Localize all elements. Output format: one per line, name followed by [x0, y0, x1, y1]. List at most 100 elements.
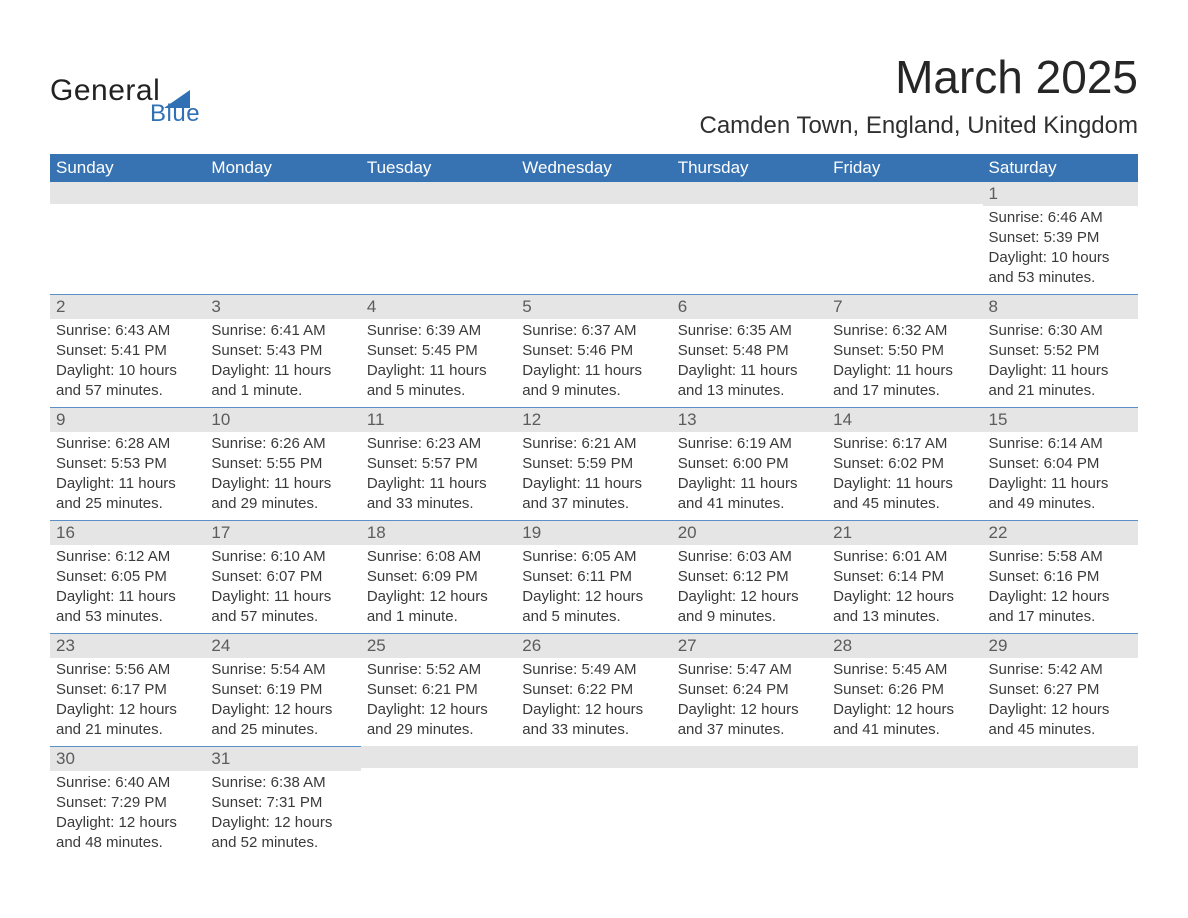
day-number: 20 — [672, 521, 827, 545]
calendar-empty-cell — [672, 182, 827, 294]
calendar-day-cell: 28Sunrise: 5:45 AMSunset: 6:26 PMDayligh… — [827, 633, 982, 746]
daylight-line: Daylight: 11 hours and 13 minutes. — [678, 361, 821, 401]
daylight-line: Daylight: 11 hours and 17 minutes. — [833, 361, 976, 401]
calendar-day-cell: 31Sunrise: 6:38 AMSunset: 7:31 PMDayligh… — [205, 746, 360, 859]
day-number: 26 — [516, 634, 671, 658]
day-number: 29 — [983, 634, 1138, 658]
sunrise-line: Sunrise: 6:37 AM — [522, 321, 665, 341]
calendar-week-row: 9Sunrise: 6:28 AMSunset: 5:53 PMDaylight… — [50, 407, 1138, 520]
day-details: Sunrise: 6:32 AMSunset: 5:50 PMDaylight:… — [827, 319, 982, 407]
col-saturday: Saturday — [983, 154, 1138, 182]
calendar-empty-cell — [516, 182, 671, 294]
location-text: Camden Town, England, United Kingdom — [700, 112, 1139, 140]
calendar-day-cell: 8Sunrise: 6:30 AMSunset: 5:52 PMDaylight… — [983, 294, 1138, 407]
sunrise-line: Sunrise: 6:10 AM — [211, 547, 354, 567]
calendar-empty-cell — [361, 746, 516, 859]
calendar-day-cell: 21Sunrise: 6:01 AMSunset: 6:14 PMDayligh… — [827, 520, 982, 633]
day-number — [361, 182, 516, 204]
daylight-line: Daylight: 11 hours and 45 minutes. — [833, 474, 976, 514]
day-details: Sunrise: 6:28 AMSunset: 5:53 PMDaylight:… — [50, 432, 205, 520]
sunset-line: Sunset: 6:24 PM — [678, 680, 821, 700]
calendar-day-cell: 9Sunrise: 6:28 AMSunset: 5:53 PMDaylight… — [50, 407, 205, 520]
day-number: 1 — [983, 182, 1138, 206]
sunset-line: Sunset: 5:48 PM — [678, 341, 821, 361]
sunrise-line: Sunrise: 6:40 AM — [56, 773, 199, 793]
day-number: 25 — [361, 634, 516, 658]
day-number: 31 — [205, 747, 360, 771]
sunrise-line: Sunrise: 5:47 AM — [678, 660, 821, 680]
calendar-day-cell: 30Sunrise: 6:40 AMSunset: 7:29 PMDayligh… — [50, 746, 205, 859]
day-number: 3 — [205, 295, 360, 319]
sunrise-line: Sunrise: 6:05 AM — [522, 547, 665, 567]
day-number: 8 — [983, 295, 1138, 319]
sunrise-line: Sunrise: 5:52 AM — [367, 660, 510, 680]
calendar-empty-cell — [50, 182, 205, 294]
daylight-line: Daylight: 12 hours and 33 minutes. — [522, 700, 665, 740]
day-number: 14 — [827, 408, 982, 432]
col-sunday: Sunday — [50, 154, 205, 182]
day-details — [361, 204, 516, 212]
day-number: 15 — [983, 408, 1138, 432]
calendar-header-row: Sunday Monday Tuesday Wednesday Thursday… — [50, 154, 1138, 182]
day-number: 28 — [827, 634, 982, 658]
calendar-day-cell: 23Sunrise: 5:56 AMSunset: 6:17 PMDayligh… — [50, 633, 205, 746]
day-details: Sunrise: 6:19 AMSunset: 6:00 PMDaylight:… — [672, 432, 827, 520]
col-wednesday: Wednesday — [516, 154, 671, 182]
day-number — [983, 746, 1138, 768]
sunset-line: Sunset: 6:04 PM — [989, 454, 1132, 474]
daylight-line: Daylight: 11 hours and 41 minutes. — [678, 474, 821, 514]
day-details: Sunrise: 6:41 AMSunset: 5:43 PMDaylight:… — [205, 319, 360, 407]
sunrise-line: Sunrise: 6:17 AM — [833, 434, 976, 454]
sunrise-line: Sunrise: 6:26 AM — [211, 434, 354, 454]
day-details — [672, 204, 827, 212]
day-details: Sunrise: 5:58 AMSunset: 6:16 PMDaylight:… — [983, 545, 1138, 633]
calendar-empty-cell — [205, 182, 360, 294]
sunrise-line: Sunrise: 5:58 AM — [989, 547, 1132, 567]
calendar-day-cell: 16Sunrise: 6:12 AMSunset: 6:05 PMDayligh… — [50, 520, 205, 633]
sunrise-line: Sunrise: 6:03 AM — [678, 547, 821, 567]
brand-logo: General Blue — [50, 50, 200, 128]
daylight-line: Daylight: 12 hours and 52 minutes. — [211, 813, 354, 853]
daylight-line: Daylight: 11 hours and 53 minutes. — [56, 587, 199, 627]
month-title: March 2025 — [700, 50, 1139, 104]
sunset-line: Sunset: 6:12 PM — [678, 567, 821, 587]
day-details: Sunrise: 5:54 AMSunset: 6:19 PMDaylight:… — [205, 658, 360, 746]
calendar-week-row: 30Sunrise: 6:40 AMSunset: 7:29 PMDayligh… — [50, 746, 1138, 859]
day-details — [205, 204, 360, 212]
sunset-line: Sunset: 6:26 PM — [833, 680, 976, 700]
daylight-line: Daylight: 12 hours and 21 minutes. — [56, 700, 199, 740]
day-number: 23 — [50, 634, 205, 658]
daylight-line: Daylight: 12 hours and 25 minutes. — [211, 700, 354, 740]
calendar-day-cell: 15Sunrise: 6:14 AMSunset: 6:04 PMDayligh… — [983, 407, 1138, 520]
day-details: Sunrise: 6:38 AMSunset: 7:31 PMDaylight:… — [205, 771, 360, 859]
brand-sub: Blue — [150, 100, 200, 128]
calendar-day-cell: 20Sunrise: 6:03 AMSunset: 6:12 PMDayligh… — [672, 520, 827, 633]
day-details: Sunrise: 6:10 AMSunset: 6:07 PMDaylight:… — [205, 545, 360, 633]
calendar-table: Sunday Monday Tuesday Wednesday Thursday… — [50, 154, 1138, 859]
sunrise-line: Sunrise: 6:12 AM — [56, 547, 199, 567]
calendar-day-cell: 1Sunrise: 6:46 AMSunset: 5:39 PMDaylight… — [983, 182, 1138, 294]
day-details: Sunrise: 5:42 AMSunset: 6:27 PMDaylight:… — [983, 658, 1138, 746]
day-details: Sunrise: 6:46 AMSunset: 5:39 PMDaylight:… — [983, 206, 1138, 294]
calendar-day-cell: 25Sunrise: 5:52 AMSunset: 6:21 PMDayligh… — [361, 633, 516, 746]
day-number: 5 — [516, 295, 671, 319]
sunset-line: Sunset: 6:11 PM — [522, 567, 665, 587]
sunrise-line: Sunrise: 6:08 AM — [367, 547, 510, 567]
day-number: 6 — [672, 295, 827, 319]
day-number — [516, 746, 671, 768]
day-number — [672, 182, 827, 204]
day-number: 7 — [827, 295, 982, 319]
sunset-line: Sunset: 5:41 PM — [56, 341, 199, 361]
sunrise-line: Sunrise: 6:38 AM — [211, 773, 354, 793]
calendar-day-cell: 5Sunrise: 6:37 AMSunset: 5:46 PMDaylight… — [516, 294, 671, 407]
day-number: 24 — [205, 634, 360, 658]
col-friday: Friday — [827, 154, 982, 182]
sunset-line: Sunset: 5:52 PM — [989, 341, 1132, 361]
daylight-line: Daylight: 12 hours and 5 minutes. — [522, 587, 665, 627]
daylight-line: Daylight: 12 hours and 29 minutes. — [367, 700, 510, 740]
col-thursday: Thursday — [672, 154, 827, 182]
day-details — [672, 768, 827, 776]
calendar-day-cell: 3Sunrise: 6:41 AMSunset: 5:43 PMDaylight… — [205, 294, 360, 407]
sunset-line: Sunset: 6:07 PM — [211, 567, 354, 587]
day-number: 27 — [672, 634, 827, 658]
